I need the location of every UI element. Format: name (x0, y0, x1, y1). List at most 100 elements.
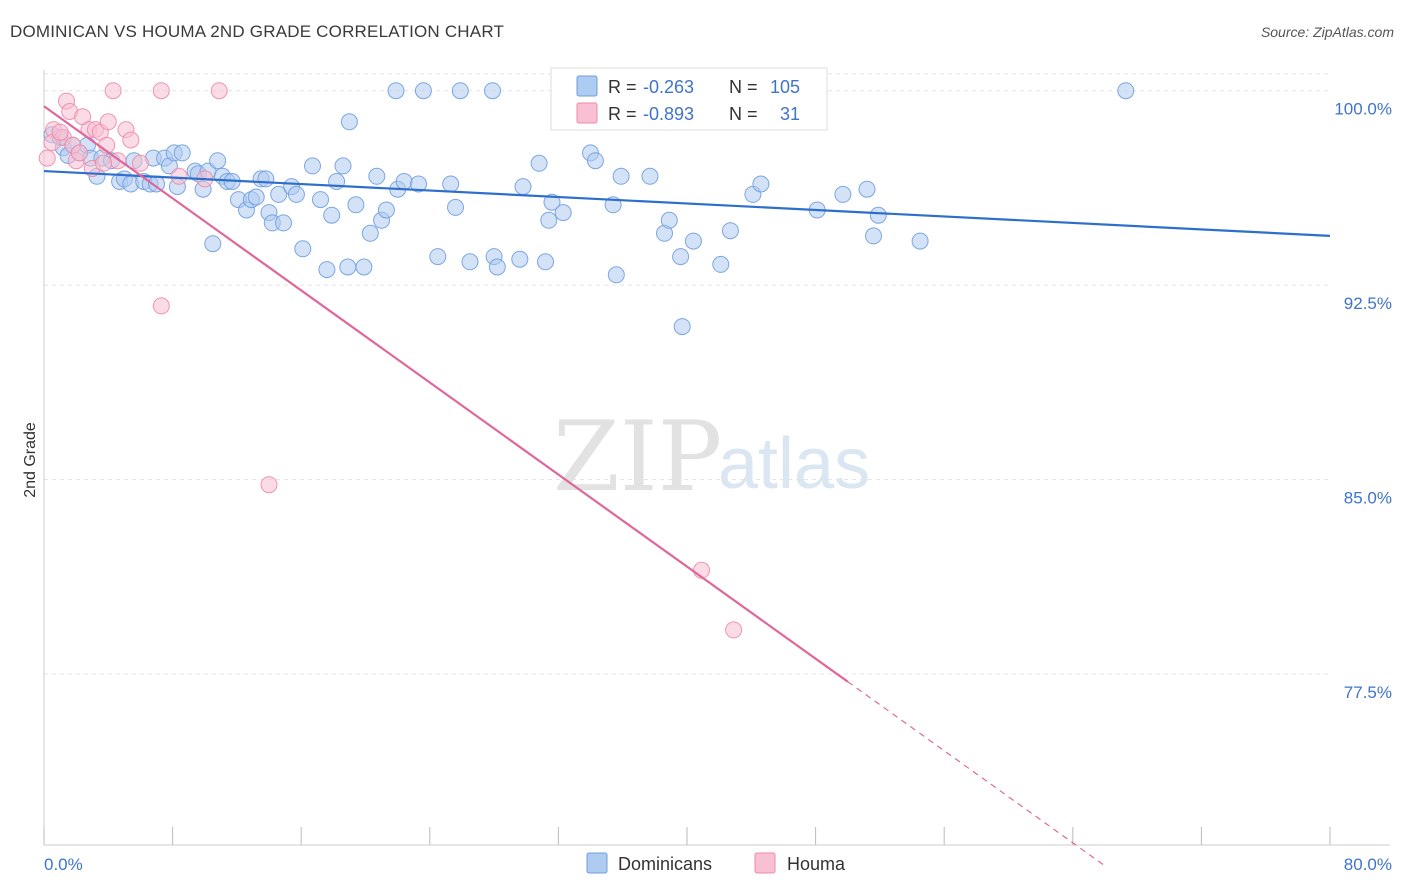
bottom-legend-swatch-dominicans (586, 852, 608, 874)
axes (43, 70, 1390, 846)
point-dominicans-38 (257, 170, 275, 188)
trend-line-dominicans (43, 169, 1331, 237)
chart-title: DOMINICAN VS HOUMA 2ND GRADE CORRELATION… (10, 22, 505, 41)
point-houma-30 (725, 621, 743, 639)
point-houma-22 (210, 82, 228, 100)
source-label: Source: ZipAtlas.com (1260, 24, 1394, 40)
point-dominicans-83 (607, 266, 625, 284)
point-dominicans-98 (865, 227, 882, 245)
point-houma-20 (170, 167, 188, 185)
legend-r-label-houma: R = (608, 104, 637, 124)
point-dominicans-67 (447, 198, 464, 216)
y-tick-labels: 77.5% 85.0% 92.5% 100.0% (1334, 100, 1392, 702)
legend-n-value-houma: 31 (780, 104, 800, 124)
point-houma-28 (131, 154, 149, 172)
bottom-legend-label-houma: Houma (787, 854, 846, 874)
point-dominicans-54 (347, 196, 365, 214)
point-dominicans-63 (410, 175, 427, 193)
y-tick-label-0: 77.5% (1344, 683, 1392, 702)
legend-r-value-dominicans: -0.263 (643, 77, 694, 97)
point-dominicans-77 (540, 211, 558, 229)
point-houma-27 (95, 154, 112, 172)
trend-lines (43, 105, 1331, 867)
bottom-legend: Dominicans Houma (586, 852, 846, 874)
legend-r-label-dominicans: R = (608, 77, 637, 97)
point-dominicans-70 (484, 82, 501, 100)
bottom-legend-label-dominicans: Dominicans (618, 854, 712, 874)
point-dominicans-28 (204, 235, 222, 253)
point-dominicans-85 (641, 167, 659, 185)
point-dominicans-72 (488, 258, 506, 276)
x-tick-label-0: 0.0% (44, 855, 83, 874)
point-dominicans-42 (275, 214, 292, 232)
point-dominicans-44 (287, 185, 305, 203)
legend-n-label-houma: N = (729, 104, 758, 124)
grid (44, 73, 1330, 675)
point-dominicans-90 (684, 232, 702, 250)
point-dominicans-46 (304, 157, 321, 175)
point-dominicans-49 (323, 206, 341, 224)
point-dominicans-87 (660, 211, 678, 229)
legend-swatch-dominicans (576, 75, 598, 97)
point-dominicans-75 (530, 154, 548, 172)
trend-line-houma (43, 105, 849, 683)
watermark: ZIP atlas (553, 401, 870, 513)
watermark-zip: ZIP (553, 401, 722, 513)
point-dominicans-36 (247, 188, 265, 206)
point-dominicans-51 (334, 157, 352, 175)
point-dominicans-74 (514, 178, 532, 196)
point-houma-0 (38, 149, 56, 167)
point-houma-19 (152, 297, 170, 315)
point-dominicans-94 (752, 175, 770, 193)
legend-swatch-houma (576, 102, 598, 124)
legend-n-label-dominicans: N = (729, 77, 758, 97)
point-dominicans-96 (834, 185, 852, 203)
point-dominicans-99 (869, 206, 887, 224)
point-dominicans-66 (442, 175, 460, 193)
point-dominicans-91 (712, 255, 730, 273)
point-dominicans-69 (461, 253, 479, 271)
point-dominicans-84 (612, 167, 630, 185)
point-dominicans-57 (368, 167, 386, 185)
y-axis-label: 2nd Grade (22, 422, 39, 498)
point-dominicans-59 (377, 201, 395, 219)
y-tick-label-1: 85.0% (1344, 489, 1392, 508)
point-dominicans-56 (361, 224, 379, 242)
point-dominicans-45 (294, 240, 312, 258)
point-dominicans-41 (270, 185, 288, 203)
point-dominicans-79 (554, 204, 572, 222)
point-dominicans-60 (387, 82, 405, 100)
legend-n-value-dominicans: 105 (770, 77, 800, 97)
point-houma-25 (51, 123, 69, 141)
point-dominicans-88 (672, 248, 690, 266)
bottom-legend-swatch-houma (754, 852, 776, 874)
x-tick-labels: 0.0% 80.0% (44, 855, 1392, 874)
point-dominicans-73 (511, 250, 529, 268)
point-dominicans-78 (543, 193, 561, 211)
point-dominicans-65 (429, 248, 447, 266)
trend-line-extension-houma (847, 681, 1106, 867)
point-dominicans-101 (1117, 82, 1135, 100)
point-dominicans-55 (355, 258, 373, 276)
point-dominicans-76 (537, 253, 554, 271)
point-houma-17 (122, 131, 140, 149)
point-dominicans-62 (395, 173, 413, 190)
point-dominicans-64 (414, 82, 432, 100)
x-tick-label-1: 80.0% (1344, 855, 1392, 874)
point-dominicans-53 (340, 113, 358, 131)
point-houma-13 (99, 113, 117, 131)
legend: R = -0.263 N = 105 R = -0.893 N = 31 (550, 67, 828, 131)
y-tick-label-3: 100.0% (1334, 100, 1392, 119)
point-dominicans-92 (721, 222, 739, 240)
point-dominicans-81 (586, 152, 604, 170)
point-houma-26 (70, 144, 88, 162)
point-dominicans-68 (451, 82, 469, 100)
point-dominicans-100 (911, 232, 929, 250)
point-houma-23 (260, 476, 278, 494)
point-dominicans-89 (673, 318, 691, 336)
point-dominicans-23 (173, 144, 191, 162)
point-dominicans-29 (209, 152, 227, 170)
point-dominicans-52 (339, 258, 357, 276)
point-dominicans-97 (858, 180, 876, 198)
